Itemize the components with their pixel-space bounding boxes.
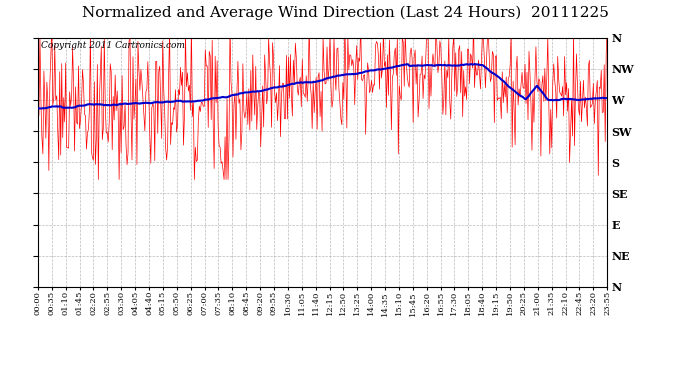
Text: Normalized and Average Wind Direction (Last 24 Hours)  20111225: Normalized and Average Wind Direction (L… [81, 6, 609, 20]
Text: Copyright 2011 Cartronics.com: Copyright 2011 Cartronics.com [41, 41, 185, 50]
